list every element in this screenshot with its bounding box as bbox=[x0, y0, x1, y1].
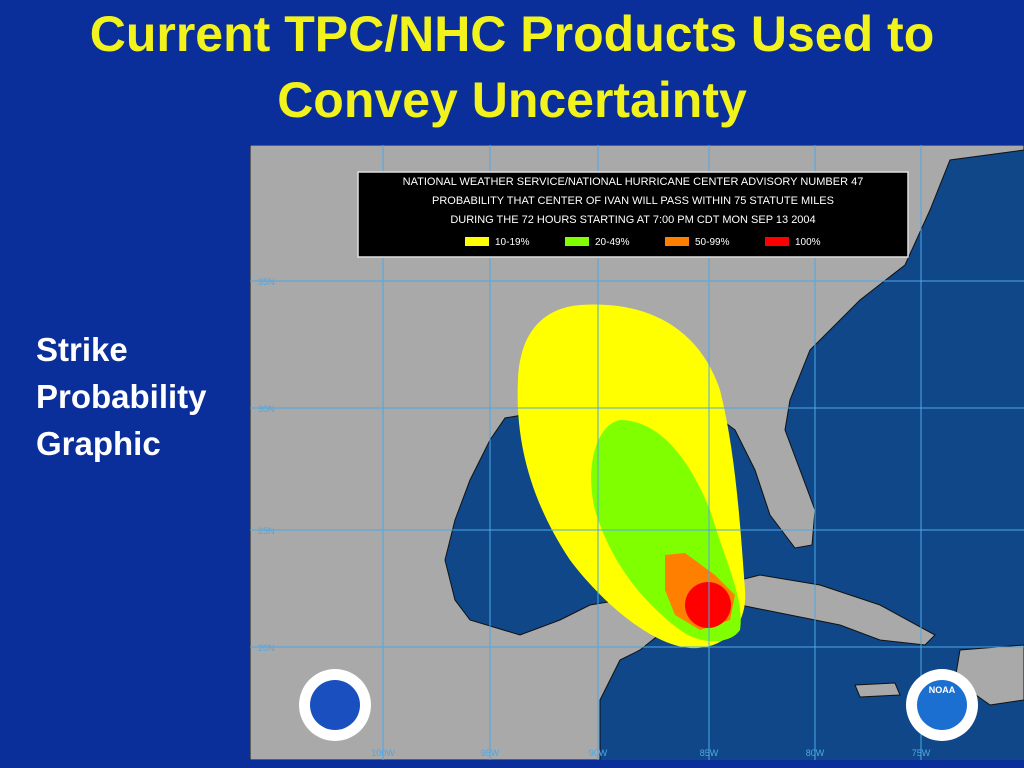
logo-right: NOAA bbox=[906, 669, 978, 741]
side-line: Graphic bbox=[36, 425, 161, 462]
lon-label: 75W bbox=[912, 748, 931, 758]
lat-label: 25N bbox=[258, 526, 275, 536]
side-text: Strike Probability Graphic bbox=[36, 326, 207, 467]
side-line: Strike bbox=[36, 331, 128, 368]
title: Convey Uncertainty bbox=[277, 72, 747, 128]
map-header: NATIONAL WEATHER SERVICE/NATIONAL HURRIC… bbox=[357, 171, 909, 258]
legend-label: 50-99% bbox=[695, 237, 730, 248]
lon-label: 95W bbox=[481, 748, 500, 758]
logo-core bbox=[917, 680, 967, 730]
header-line: NATIONAL WEATHER SERVICE/NATIONAL HURRIC… bbox=[403, 176, 864, 188]
lat-label: 20N bbox=[258, 643, 275, 653]
lat-label: 30N bbox=[258, 404, 275, 414]
jamaica bbox=[854, 682, 901, 698]
cuba bbox=[698, 574, 936, 646]
lon-label: 80W bbox=[806, 748, 825, 758]
logo-left bbox=[299, 669, 371, 741]
legend-label: 100% bbox=[795, 237, 821, 248]
title: Current TPC/NHC Products Used to bbox=[89, 6, 935, 62]
lon-label: 100W bbox=[371, 748, 395, 758]
map: NATIONAL WEATHER SERVICE/NATIONAL HURRIC… bbox=[250, 145, 1024, 760]
legend-swatch bbox=[465, 237, 489, 246]
logo-text: NOAA bbox=[929, 685, 956, 695]
legend-label: 10-19% bbox=[495, 237, 530, 248]
header-line: DURING THE 72 HOURS STARTING AT 7:00 PM … bbox=[450, 214, 815, 226]
side-line: Probability bbox=[36, 378, 207, 415]
legend-label: 20-49% bbox=[595, 237, 630, 248]
lon-label: 85W bbox=[700, 748, 719, 758]
legend-swatch bbox=[565, 237, 589, 246]
logo-core bbox=[310, 680, 360, 730]
swath-100 bbox=[685, 582, 731, 628]
lon-label: 90W bbox=[589, 748, 608, 758]
lat-label: 35N bbox=[258, 277, 275, 287]
swath bbox=[517, 304, 746, 649]
legend-swatch bbox=[765, 237, 789, 246]
header-box bbox=[357, 171, 909, 258]
legend: 10-19% 20-49% 50-99% 100% bbox=[465, 237, 821, 248]
legend-swatch bbox=[665, 237, 689, 246]
header-line: PROBABILITY THAT CENTER OF IVAN WILL PAS… bbox=[432, 195, 834, 207]
